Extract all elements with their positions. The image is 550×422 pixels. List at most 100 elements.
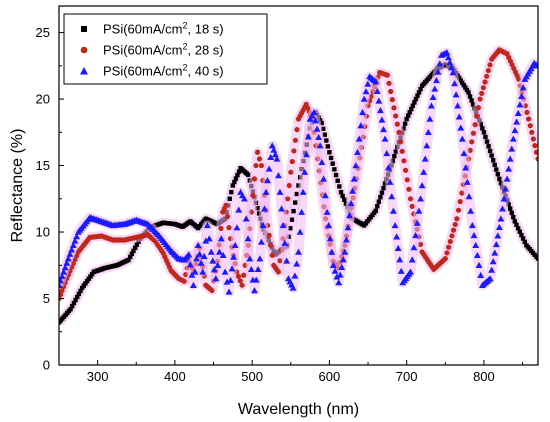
series-3-point	[296, 228, 304, 235]
series-3-point	[323, 208, 331, 215]
series-2-point	[407, 196, 414, 202]
series-2-point	[444, 250, 450, 256]
series-3-point	[378, 116, 386, 123]
series-3-point	[396, 256, 404, 263]
series-3-point	[276, 188, 284, 195]
series-3-point	[431, 85, 439, 92]
series-3-point	[415, 207, 423, 214]
series-3-point	[467, 207, 475, 214]
series-3-point	[386, 178, 394, 185]
series-2-point	[533, 149, 538, 155]
series-2-point	[442, 256, 448, 262]
series-1-point	[511, 214, 516, 220]
series-3-point	[188, 271, 196, 278]
series-2-point	[475, 105, 482, 111]
series-2-point	[454, 216, 460, 222]
series-1-point	[392, 154, 397, 159]
series-3-point	[463, 178, 471, 185]
series-3-point	[436, 60, 444, 67]
series-3-point	[212, 275, 220, 282]
legend-label-suffix: , 40 s)	[187, 64, 223, 79]
series-3-point	[185, 251, 193, 258]
series-3-point	[247, 265, 255, 272]
series-2-point	[474, 113, 480, 119]
series-1-point	[466, 90, 471, 95]
series-1-point	[519, 232, 524, 238]
series-3-point	[295, 248, 302, 255]
series-3-point	[394, 244, 402, 251]
series-3-point	[299, 188, 307, 195]
series-3-point	[514, 109, 522, 117]
series-3-point	[256, 255, 264, 262]
series-1-point	[332, 167, 337, 172]
series-1-point	[480, 126, 485, 131]
x-tick-label: 800	[473, 369, 495, 384]
series-3-point	[347, 199, 355, 206]
series-1-point	[514, 222, 519, 228]
series-3-point	[375, 97, 383, 104]
series-3-point	[470, 231, 478, 239]
series-3-point	[455, 113, 463, 120]
series-3-point	[491, 249, 499, 256]
legend-label-superscript: 2	[182, 63, 187, 73]
series-3-point	[508, 145, 516, 152]
series-3-point	[509, 135, 517, 142]
series-1-point	[486, 144, 491, 149]
series-3-point	[71, 237, 79, 244]
series-1-point	[375, 204, 380, 209]
series-3-point	[216, 248, 223, 255]
series-3-point	[462, 164, 470, 171]
series-3-point	[534, 62, 538, 69]
series-3-point	[460, 149, 468, 157]
series-3-point	[383, 149, 391, 157]
series-1-point	[328, 155, 334, 161]
series-2-point	[470, 130, 477, 136]
series-1-point	[412, 100, 417, 105]
series-1-point	[401, 126, 406, 131]
y-axis-title: Reflectance (%)	[9, 129, 26, 243]
series-3-point	[329, 261, 337, 268]
series-3-point	[360, 95, 368, 102]
series-2-point	[393, 113, 399, 119]
series-3-point	[451, 80, 458, 87]
series-3-point	[413, 219, 421, 226]
series-2-point	[396, 129, 402, 135]
series-2-point	[266, 232, 272, 238]
plot-frame	[58, 5, 539, 366]
series-3-point	[223, 278, 231, 285]
series-3-point	[513, 118, 520, 125]
series-3-point	[465, 193, 473, 200]
series-3-point	[503, 175, 511, 182]
legend-marker-circle	[80, 46, 88, 54]
series-3-point	[61, 264, 69, 271]
series-3-point	[502, 185, 509, 192]
series-1-point	[71, 300, 77, 306]
series-2-point	[226, 225, 232, 231]
series-3-point	[349, 187, 356, 194]
series-3-point	[424, 128, 432, 136]
series-3-point	[267, 153, 275, 160]
series-3-point	[511, 127, 519, 134]
series-1-point	[481, 130, 487, 135]
series-1-point	[236, 169, 242, 174]
series-3-point	[191, 268, 199, 275]
series-3-point	[362, 88, 370, 95]
series-3-point	[315, 133, 322, 141]
series-3-point	[200, 253, 208, 260]
series-2-point	[235, 273, 242, 279]
series-3-point	[468, 221, 476, 229]
series-3-point	[262, 188, 270, 195]
series-1-point	[406, 113, 411, 118]
series-3-point	[279, 221, 287, 229]
series-3-point	[268, 142, 276, 149]
legend-label-superscript: 2	[182, 21, 187, 31]
series-1-point	[378, 195, 383, 200]
y-tick-label: 10	[36, 225, 50, 240]
series-3-point	[429, 93, 437, 101]
series-3-point	[421, 155, 429, 162]
series-3-point	[244, 235, 252, 242]
series-1-point	[379, 190, 385, 195]
series-2-point	[409, 203, 415, 209]
series-1-point	[75, 294, 80, 300]
series-3-point	[66, 250, 74, 257]
